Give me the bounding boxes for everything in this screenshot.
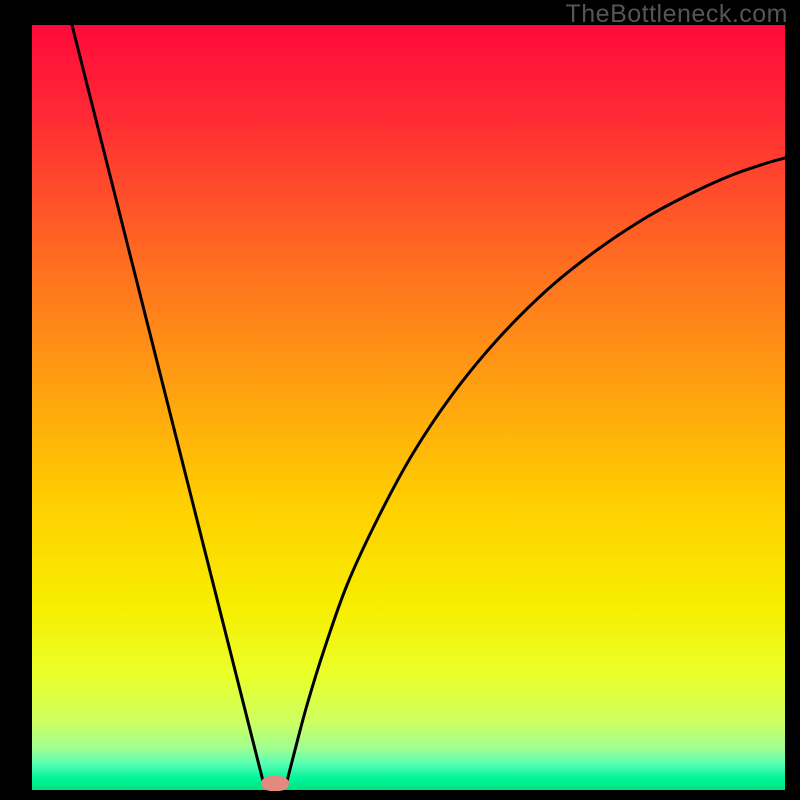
curve-right-branch (286, 158, 785, 785)
chart-container: TheBottleneck.com (0, 0, 800, 800)
minimum-marker (261, 776, 289, 791)
curve-left-branch (72, 25, 264, 785)
watermark-text: TheBottleneck.com (566, 0, 789, 29)
plot-area (32, 25, 785, 790)
curve-layer (32, 25, 785, 790)
